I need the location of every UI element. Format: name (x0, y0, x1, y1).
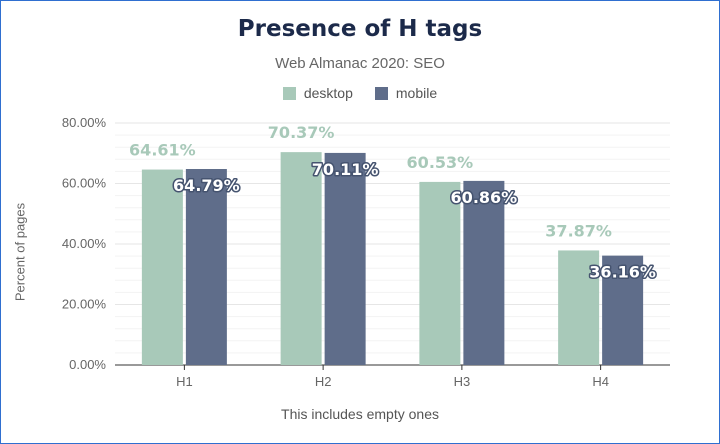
data-label-desktop-h4: 37.87% (545, 221, 612, 240)
x-axis-label: This includes empty ones (281, 406, 439, 422)
data-label-mobile-h3: 60.86% (451, 188, 518, 207)
bar-mobile-h2 (324, 152, 366, 365)
legend-item-mobile[interactable]: mobile (374, 85, 438, 101)
bar-mobile-h3 (463, 180, 505, 365)
y-tick-label: 0.00% (69, 357, 106, 372)
chart-legend: desktop mobile (0, 85, 720, 101)
y-axis-label: Percent of pages (13, 203, 28, 301)
data-label-mobile-h4: 36.16% (589, 263, 656, 282)
x-tick-label: H2 (315, 374, 332, 389)
data-label-mobile-h2: 70.11% (312, 160, 379, 179)
y-tick-label: 20.00% (62, 297, 107, 312)
legend-swatch-mobile (374, 86, 388, 100)
bar-mobile-h4 (602, 255, 644, 365)
x-tick-label: H1 (176, 374, 193, 389)
legend-label-desktop: desktop (303, 85, 353, 101)
data-label-desktop-h2: 70.37% (268, 123, 335, 142)
bar-desktop-h2 (280, 152, 322, 365)
bar-mobile-h1 (185, 169, 227, 365)
y-tick-label: 40.00% (62, 236, 107, 251)
legend-label-mobile: mobile (395, 85, 438, 101)
bar-desktop-h3 (419, 181, 461, 365)
x-tick-label: H4 (592, 374, 609, 389)
bar-desktop-h4 (558, 250, 600, 365)
legend-item-desktop[interactable]: desktop (282, 85, 353, 101)
y-axis-label-text: Percent of pages (12, 202, 28, 302)
chart-subtitle: Web Almanac 2020: SEO (275, 55, 445, 72)
y-tick-label: 60.00% (62, 176, 107, 191)
chart-title: Presence of H tags (237, 16, 483, 42)
data-label-desktop-h3: 60.53% (407, 153, 474, 172)
legend-swatch-desktop (282, 86, 296, 100)
data-label-desktop-h1: 64.61% (129, 141, 196, 160)
bar-desktop-h1 (141, 169, 183, 365)
data-label-mobile-h1: 64.79% (173, 176, 240, 195)
x-tick-label: H3 (454, 374, 471, 389)
y-tick-label: 80.00% (62, 115, 107, 130)
